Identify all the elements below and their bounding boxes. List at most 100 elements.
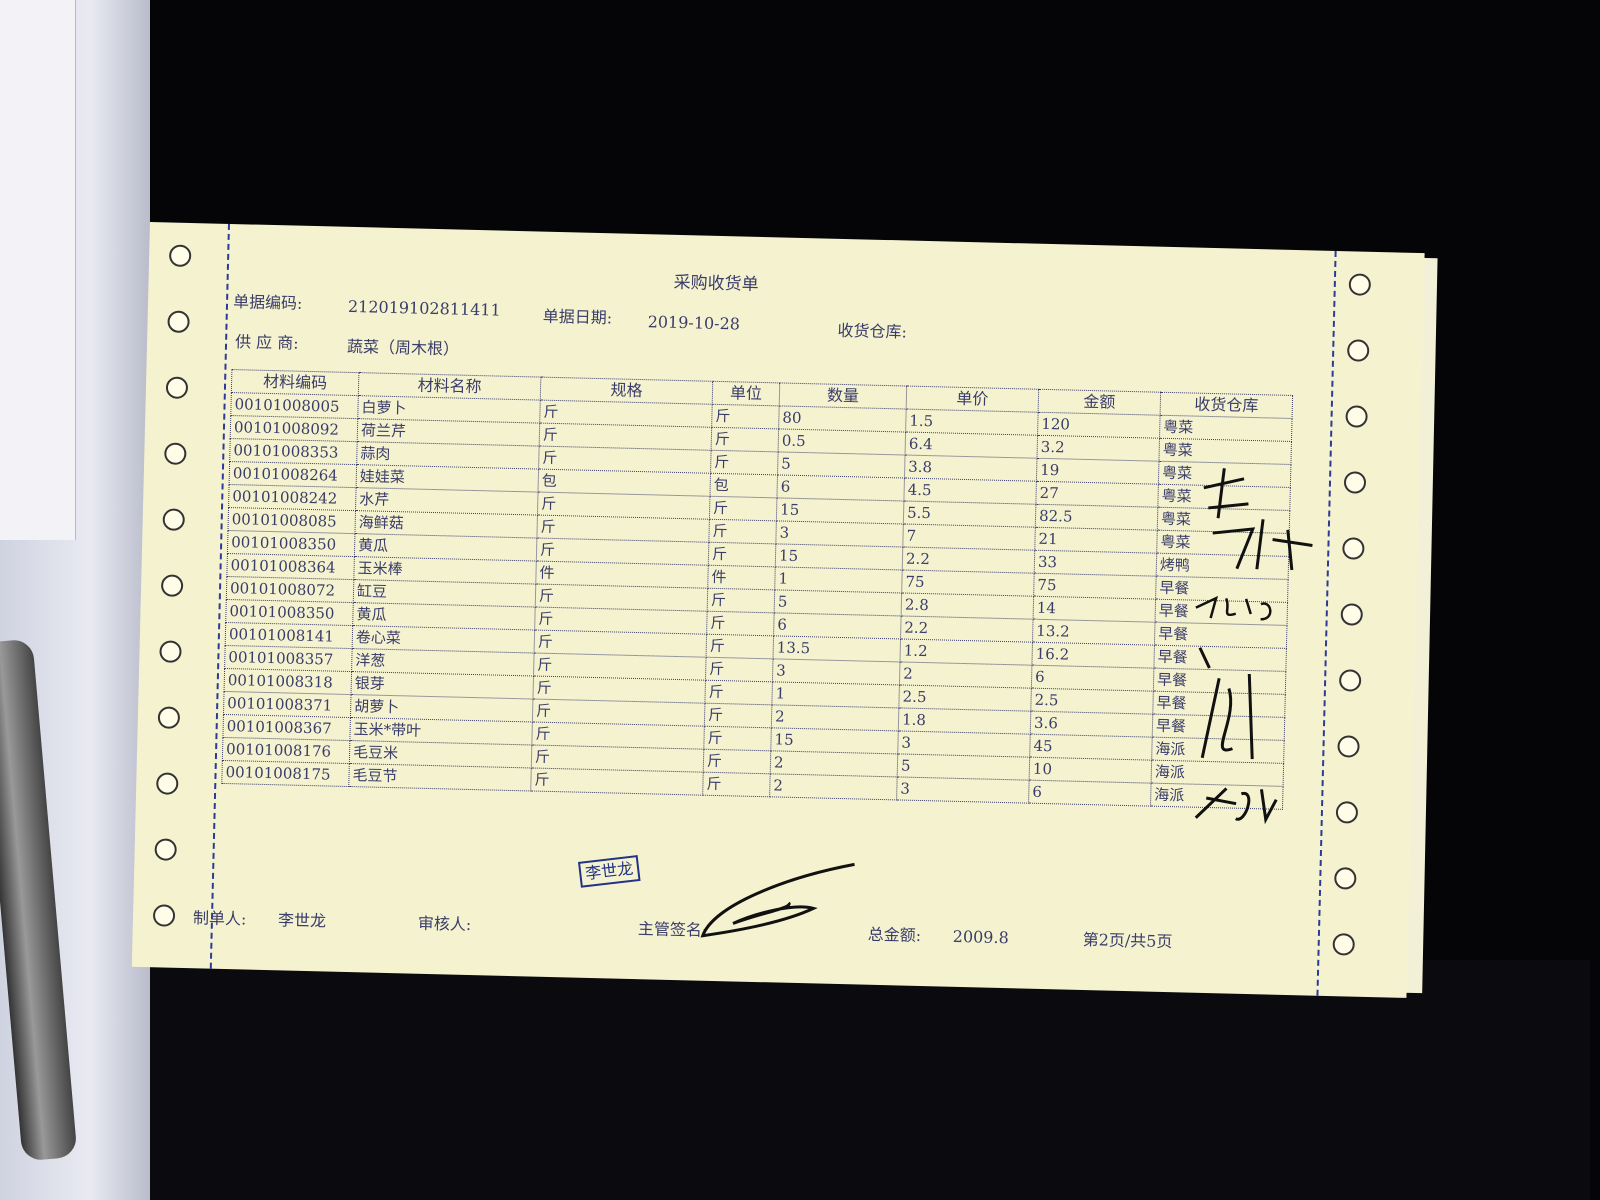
table-cell: 斤 <box>704 680 773 705</box>
table-cell: 15 <box>775 543 903 570</box>
column-header: 数量 <box>779 382 907 410</box>
table-cell: 1 <box>774 566 903 593</box>
table-cell: 21 <box>1034 527 1158 554</box>
column-header: 单位 <box>712 381 780 406</box>
table-cell: 00101008242 <box>228 484 357 511</box>
supplier: 蔬菜（周木根） <box>346 336 460 359</box>
table-cell: 15 <box>776 497 904 524</box>
table-cell: 包 <box>709 473 778 498</box>
items-table: 材料编码 材料名称 规格 单位 数量 单价 金额 收货仓库 00101008005 白萝卜斤斤 8… <box>221 369 1293 810</box>
dark-tray <box>150 960 1590 1200</box>
table-cell: 13.2 <box>1032 619 1156 646</box>
table-cell: 斤 <box>711 404 780 429</box>
table-cell: 斤 <box>704 703 772 728</box>
page-indicator: 第2页/共5页 <box>1082 930 1173 952</box>
tractor-feed-hole <box>1343 471 1367 494</box>
total-label: 总金额: <box>867 924 922 946</box>
table-cell: 6 <box>1028 780 1152 807</box>
table-cell: 16.2 <box>1031 642 1155 669</box>
table-cell: 2 <box>769 773 898 800</box>
table-cell: 6 <box>776 474 905 502</box>
table-cell: 斤 <box>706 611 775 636</box>
table-cell: 3 <box>775 520 904 547</box>
warehouse-label: 收货仓库: <box>837 320 908 342</box>
table-cell: 75 <box>901 569 1035 597</box>
doc-no-label: 单据编码: <box>232 292 303 313</box>
table-cell: 斤 <box>709 496 777 521</box>
table-cell: 13.5 <box>773 635 901 662</box>
table-cell: 00101008371 <box>223 691 352 718</box>
tractor-feed-hole <box>167 310 190 333</box>
doc-no: 212019102811411 <box>347 296 501 320</box>
table-cell: 1 <box>771 681 900 708</box>
date: 2019-10-28 <box>647 312 741 334</box>
table-cell: 80 <box>778 405 907 433</box>
table-cell: 斤 <box>711 427 779 452</box>
table-cell: 120 <box>1037 412 1161 439</box>
tractor-feed-hole <box>154 838 177 861</box>
table-cell: 19 <box>1036 458 1159 485</box>
table-cell: 00101008176 <box>222 737 350 764</box>
table-cell: 00101008353 <box>229 438 358 465</box>
table-cell: 33 <box>1034 550 1157 577</box>
table-cell: 00101008264 <box>229 461 357 488</box>
name-stamp: 李世龙 <box>577 855 641 888</box>
column-header: 单价 <box>906 386 1039 413</box>
column-header: 金额 <box>1038 389 1161 416</box>
tractor-feed-hole <box>1345 405 1368 428</box>
tractor-feed-hole <box>1348 273 1372 296</box>
table-cell: 斤 <box>703 749 771 774</box>
table-cell: 3 <box>772 658 900 685</box>
tractor-feed-hole <box>160 574 184 597</box>
table-cell: 斤 <box>702 772 771 797</box>
tractor-feed-hole <box>165 376 189 399</box>
table-cell: 2.5 <box>1030 688 1154 715</box>
table-cell: 6.4 <box>905 432 1038 459</box>
tractor-feed-hole <box>1332 933 1355 956</box>
table-cell: 00101008141 <box>225 622 353 649</box>
table-cell: 3.2 <box>1036 435 1160 462</box>
table-cell: 2.8 <box>901 592 1034 620</box>
tractor-feed-hole <box>168 244 192 268</box>
table-cell: 00101008364 <box>226 553 355 580</box>
table-cell: 斤 <box>706 634 774 659</box>
tractor-feed-hole <box>156 772 179 795</box>
date-label: 单据日期: <box>542 306 613 328</box>
table-cell: 00101008367 <box>222 714 351 741</box>
tractor-feed-hole <box>1346 339 1370 362</box>
tractor-feed-hole <box>1338 669 1362 692</box>
tractor-feed-hole <box>159 640 182 663</box>
table-cell: 1.2 <box>899 638 1033 666</box>
table-cell: 5 <box>774 589 902 616</box>
document-title: 采购收货单 <box>673 272 759 295</box>
supplier-label: 供 应 商: <box>234 332 299 353</box>
supervisor-signature <box>700 862 855 938</box>
table-cell: 5.5 <box>903 501 1036 528</box>
tractor-feed-hole <box>162 508 185 531</box>
table-cell: 14 <box>1033 596 1156 623</box>
table-cell: 00101008318 <box>224 668 352 695</box>
column-header: 材料编码 <box>231 369 359 396</box>
table-cell: 斤 <box>710 450 779 475</box>
table-cell: 2.2 <box>900 615 1034 643</box>
table-cell: 斤 <box>705 657 774 682</box>
table-cell: 00101008005 <box>230 392 359 419</box>
table-cell: 5 <box>777 451 906 479</box>
table-cell: 2.5 <box>898 684 1032 712</box>
receipt-sheet: 采购收货单 单据编码: 212019102811411 单据日期: 2019-1… <box>131 222 1425 998</box>
table-cell: 毛豆节 <box>348 763 532 791</box>
total-amount: 2009.8 <box>952 926 1009 948</box>
table-cell: 00101008357 <box>224 645 353 672</box>
maker: 李世龙 <box>277 910 327 931</box>
table-cell: 00101008072 <box>226 576 354 603</box>
table-cell: 2 <box>899 661 1032 689</box>
table-cell: 45 <box>1029 734 1153 761</box>
table-cell: 2 <box>771 704 899 731</box>
tractor-feed-hole <box>164 442 187 465</box>
table-cell: 斤 <box>708 519 777 544</box>
tractor-feed-hole <box>1337 735 1360 758</box>
tractor-feed-hole <box>1335 801 1359 824</box>
table-cell: 粤菜 <box>1159 415 1293 442</box>
table-cell: 6 <box>1031 665 1154 692</box>
table-cell: 3.8 <box>904 455 1037 482</box>
